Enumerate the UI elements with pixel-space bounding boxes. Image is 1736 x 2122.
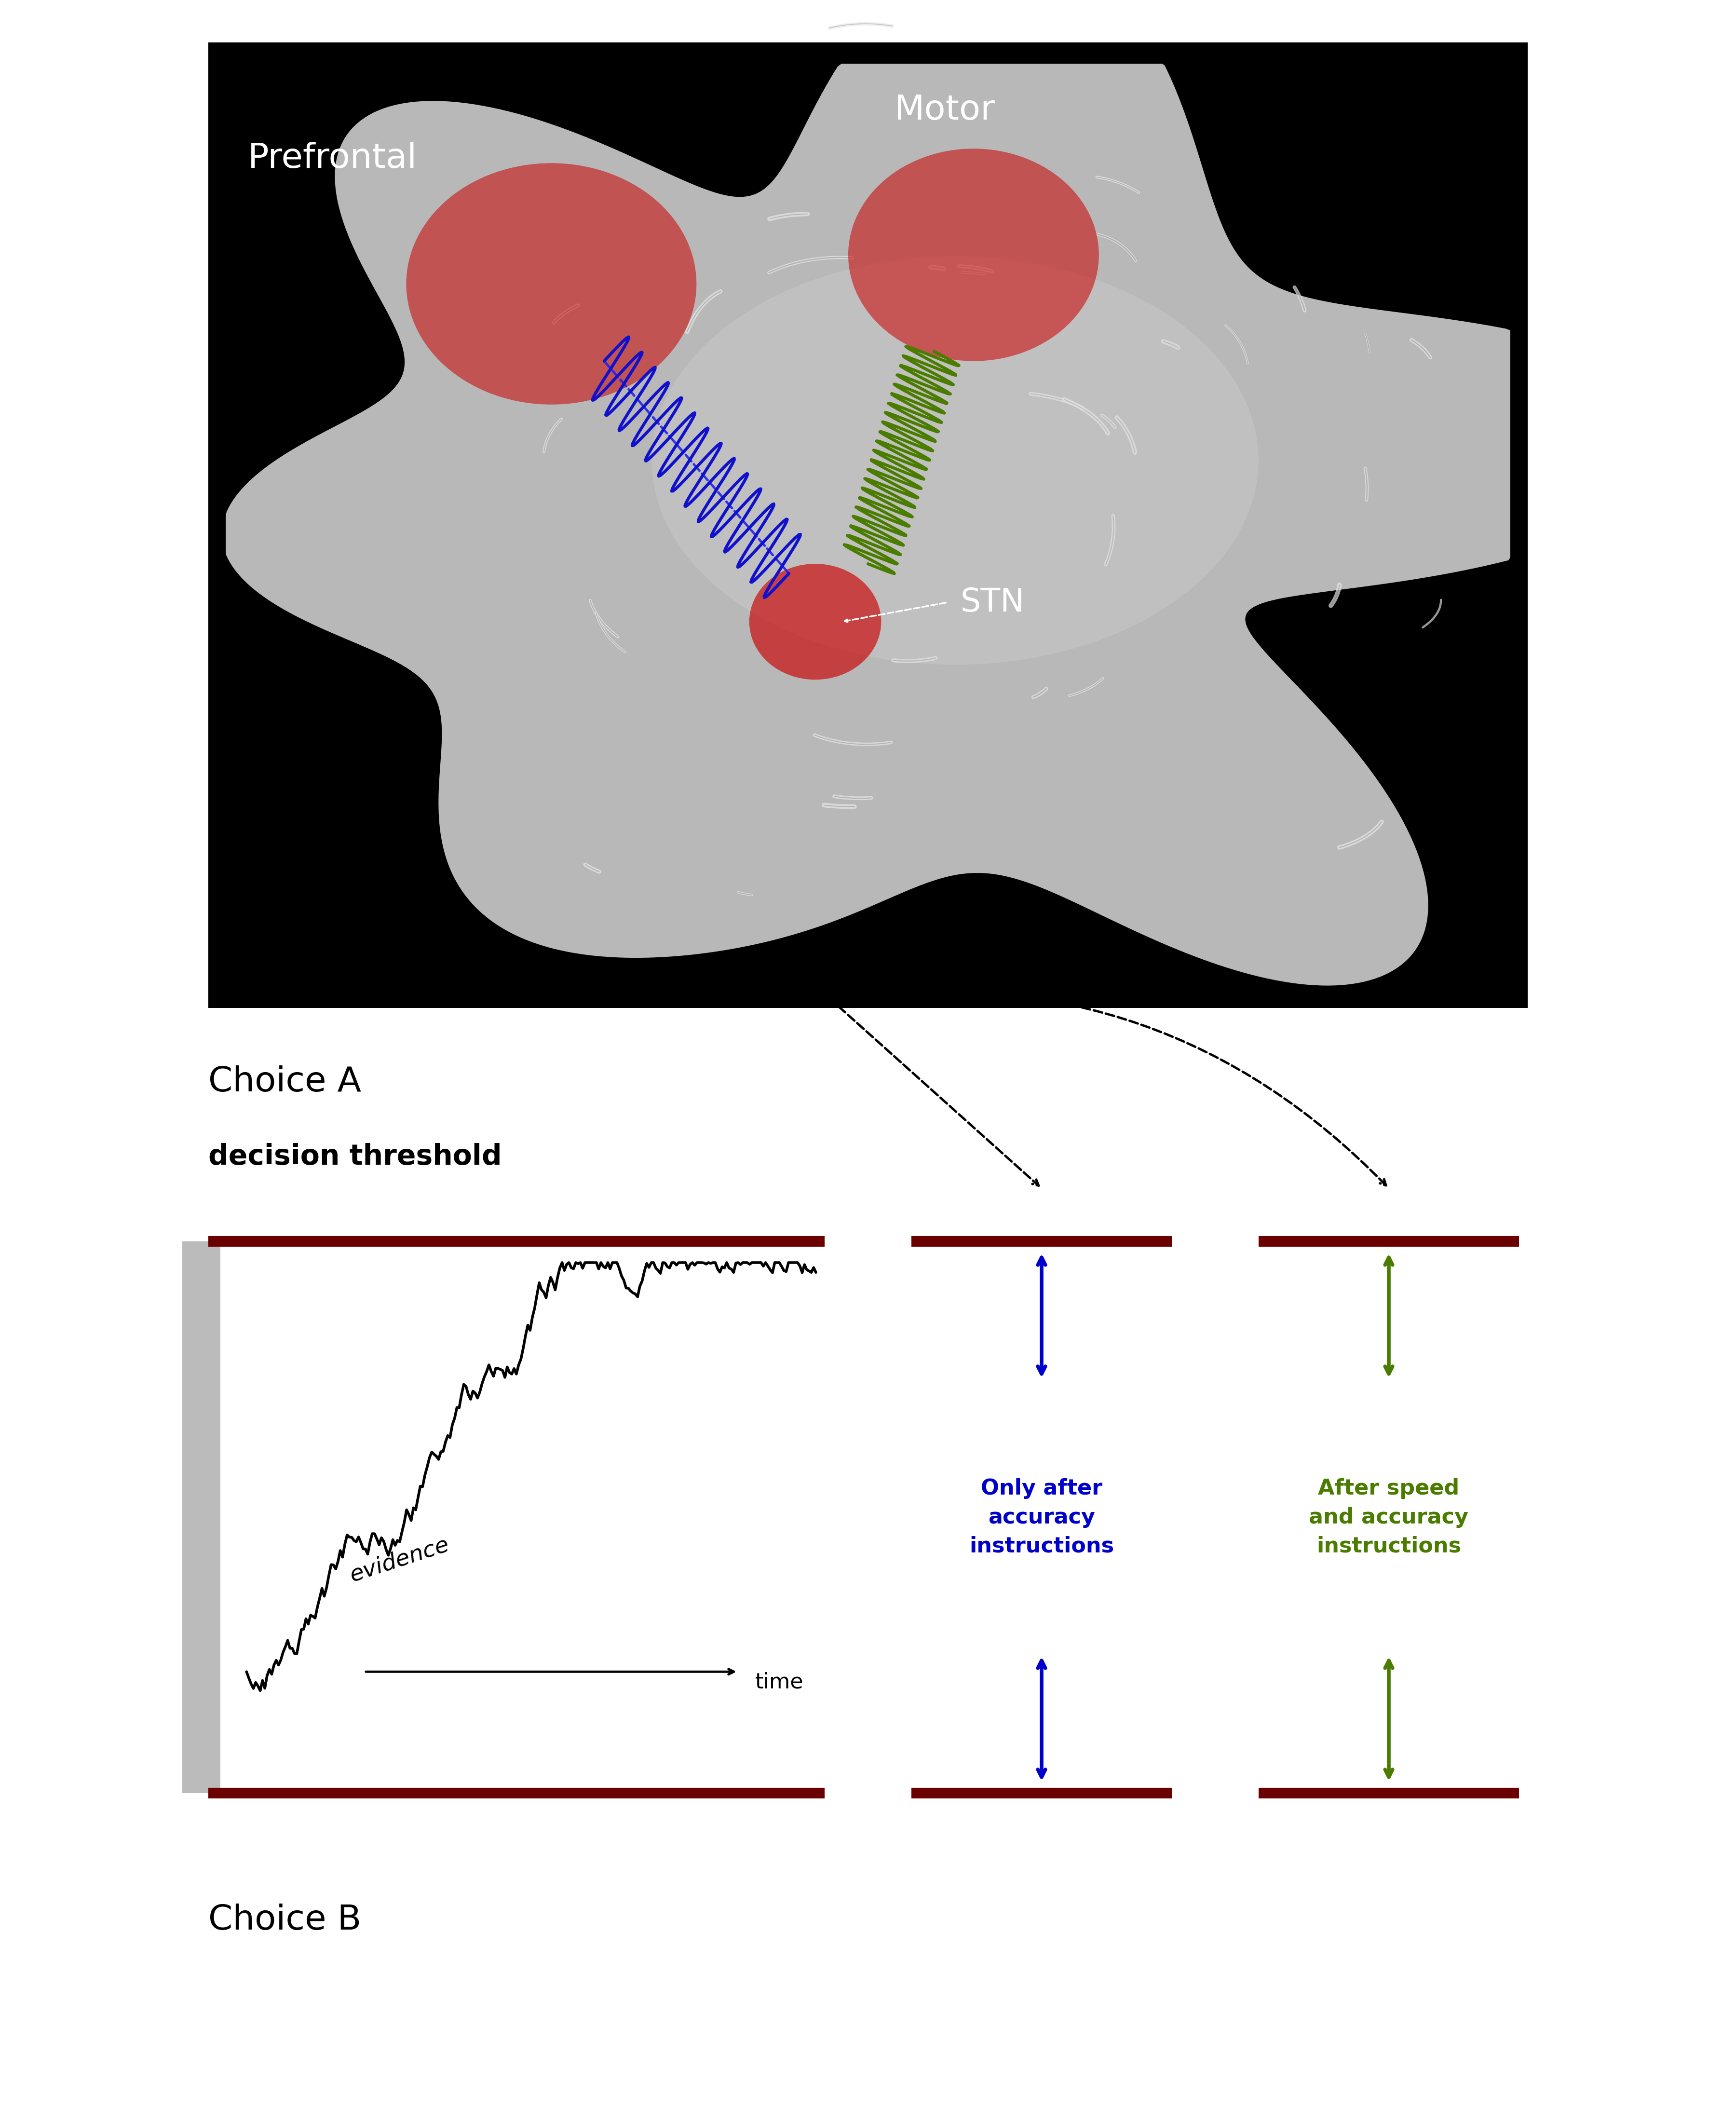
Polygon shape <box>226 64 1510 985</box>
Text: After speed
and accuracy
instructions: After speed and accuracy instructions <box>1309 1477 1469 1558</box>
Ellipse shape <box>406 163 696 405</box>
Text: decision threshold: decision threshold <box>208 1144 502 1169</box>
Bar <box>182 1241 220 1793</box>
Text: Choice B: Choice B <box>208 1903 361 1937</box>
Ellipse shape <box>849 149 1099 361</box>
Text: Only after
accuracy
instructions: Only after accuracy instructions <box>969 1477 1115 1558</box>
Ellipse shape <box>750 564 882 679</box>
Text: Prefrontal: Prefrontal <box>248 142 417 174</box>
Text: Choice A: Choice A <box>208 1065 361 1099</box>
Ellipse shape <box>651 257 1259 664</box>
Text: Motor: Motor <box>894 93 995 127</box>
Text: time: time <box>755 1672 804 1693</box>
Text: evidence: evidence <box>347 1534 453 1585</box>
Bar <box>208 42 1528 1008</box>
Text: STN: STN <box>960 586 1024 618</box>
